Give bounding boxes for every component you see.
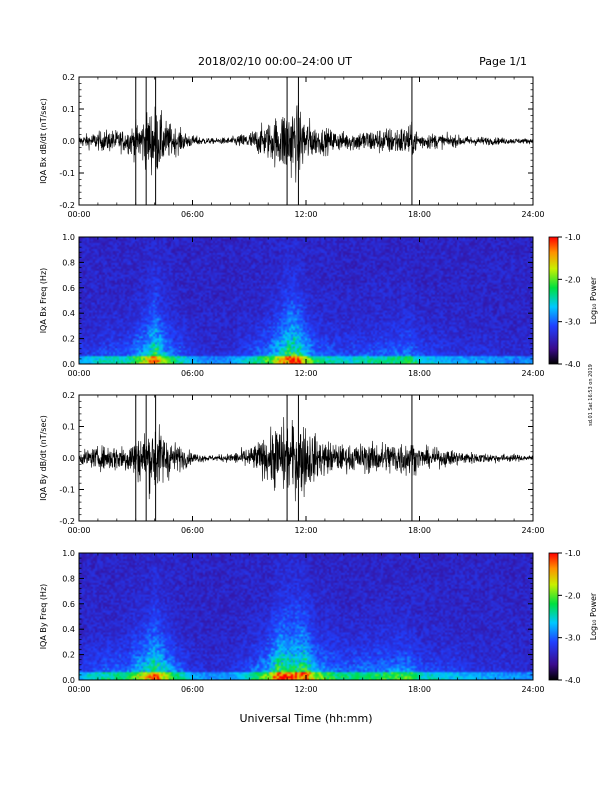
y-tick-label: 0.1 [62, 105, 75, 114]
x-tick-label: 24:00 [521, 210, 544, 219]
y-tick-label: -0.2 [59, 517, 75, 526]
x-tick-label: 18:00 [408, 210, 431, 219]
y-tick-label: 0.6 [62, 284, 75, 293]
colorbar-tick-label: -3.0 [565, 318, 581, 327]
colorbar [548, 236, 559, 365]
panels: 00:00 06:00 12:00 18:00 24:00 -0.2 -0.1 0.0 0.1 0… [39, 73, 598, 725]
y-tick-label: 1.0 [62, 233, 75, 242]
x-tick-label: 24:00 [521, 369, 544, 378]
y-tick-label: 0.0 [62, 676, 75, 685]
y-tick-label: 0.2 [62, 651, 75, 660]
spectrogram-image [79, 237, 533, 364]
y-tick-label: 0.0 [62, 360, 75, 369]
x-tick-label: 00:00 [67, 369, 90, 378]
x-tick-label: 00:00 [67, 526, 90, 535]
y-axis-label: IQA By dB/dt (nT/sec) [39, 415, 48, 501]
y-axis-label: IQA By Freq (Hz) [39, 584, 48, 650]
x-axis-label: Universal Time (hh:mm) [240, 712, 373, 725]
x-tick-label: 06:00 [181, 210, 204, 219]
x-tick-label: 12:00 [294, 210, 317, 219]
panel-2: -1.0 -2.0 -3.0 -4.0 Log₁₀ Power 00:00 06:00 12:… [39, 233, 598, 378]
x-tick-label: 06:00 [181, 685, 204, 694]
y-tick-label: 0.8 [62, 258, 75, 267]
y-axis-label: IQA Bx Freq (Hz) [39, 268, 48, 334]
y-tick-label: 0.0 [62, 454, 75, 463]
x-tick-label: 12:00 [294, 526, 317, 535]
x-tick-label: 06:00 [181, 369, 204, 378]
y-tick-label: -0.1 [59, 486, 75, 495]
y-tick-label: 0.0 [62, 137, 75, 146]
panel-1: 00:00 06:00 12:00 18:00 24:00 -0.2 -0.1 0.0 0.1 0… [39, 73, 545, 219]
y-tick-label: 0.2 [62, 73, 75, 82]
y-axis-label: IQA Bx dB/dt (nT/sec) [39, 98, 48, 184]
y-tick-label: 0.6 [62, 600, 75, 609]
x-tick-label: 00:00 [67, 210, 90, 219]
y-tick-label: 0.1 [62, 423, 75, 432]
colorbar [548, 552, 559, 681]
x-tick-label: 24:00 [521, 526, 544, 535]
colorbar-tick-label: -2.0 [565, 275, 581, 284]
x-tick-label: 00:00 [67, 685, 90, 694]
y-tick-label: 0.8 [62, 574, 75, 583]
y-tick-label: 0.4 [62, 625, 75, 634]
chart-title: 2018/02/10 00:00–24:00 UT [198, 55, 352, 68]
panel-4: -1.0 -2.0 -3.0 -4.0 Log₁₀ Power 00:00 06:00 12:… [39, 549, 598, 725]
x-tick-label: 18:00 [408, 526, 431, 535]
colorbar-tick-label: -3.0 [565, 634, 581, 643]
colorbar-tick-label: -1.0 [565, 233, 581, 242]
x-tick-label: 12:00 [294, 369, 317, 378]
colorbar-label: Log₁₀ Power [589, 592, 598, 640]
y-tick-label: 0.2 [62, 391, 75, 400]
side-note: sd.01 Sat 16:53 on 2019 [588, 364, 594, 426]
colorbar-tick-label: -4.0 [565, 360, 581, 369]
series-trace [79, 417, 533, 502]
y-tick-label: -0.2 [59, 201, 75, 210]
x-tick-label: 18:00 [408, 369, 431, 378]
y-tick-label: -0.1 [59, 169, 75, 178]
colorbar-tick-label: -1.0 [565, 549, 581, 558]
colorbar-tick-label: -4.0 [565, 676, 581, 685]
x-tick-label: 24:00 [521, 685, 544, 694]
x-tick-label: 12:00 [294, 685, 317, 694]
spectrogram-image [79, 553, 533, 680]
y-tick-label: 0.4 [62, 309, 75, 318]
colorbar-label: Log₁₀ Power [589, 276, 598, 324]
panel-3: 00:00 06:00 12:00 18:00 24:00 -0.2 -0.1 0.0 0.1 0… [39, 391, 545, 535]
colorbar-tick-label: -2.0 [565, 591, 581, 600]
x-tick-label: 06:00 [181, 526, 204, 535]
x-tick-label: 18:00 [408, 685, 431, 694]
page-indicator: Page 1/1 [479, 55, 527, 68]
y-tick-label: 0.2 [62, 335, 75, 344]
y-tick-label: 1.0 [62, 549, 75, 558]
series-trace [79, 102, 533, 183]
